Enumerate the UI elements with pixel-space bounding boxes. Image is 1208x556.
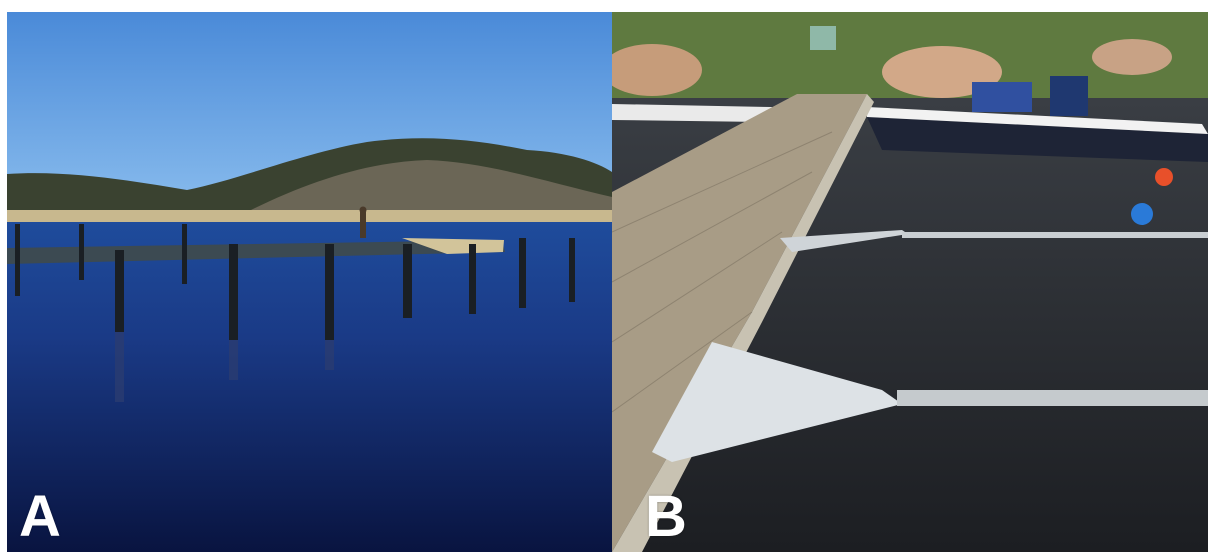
panel-b-photo: B bbox=[612, 12, 1208, 552]
panel-label-b: B bbox=[645, 484, 687, 549]
panel-a-photo: A bbox=[7, 12, 612, 552]
pier-photo-illustration bbox=[7, 12, 612, 552]
panel-label-a: A bbox=[19, 484, 61, 549]
dock-photo-illustration bbox=[612, 12, 1208, 552]
